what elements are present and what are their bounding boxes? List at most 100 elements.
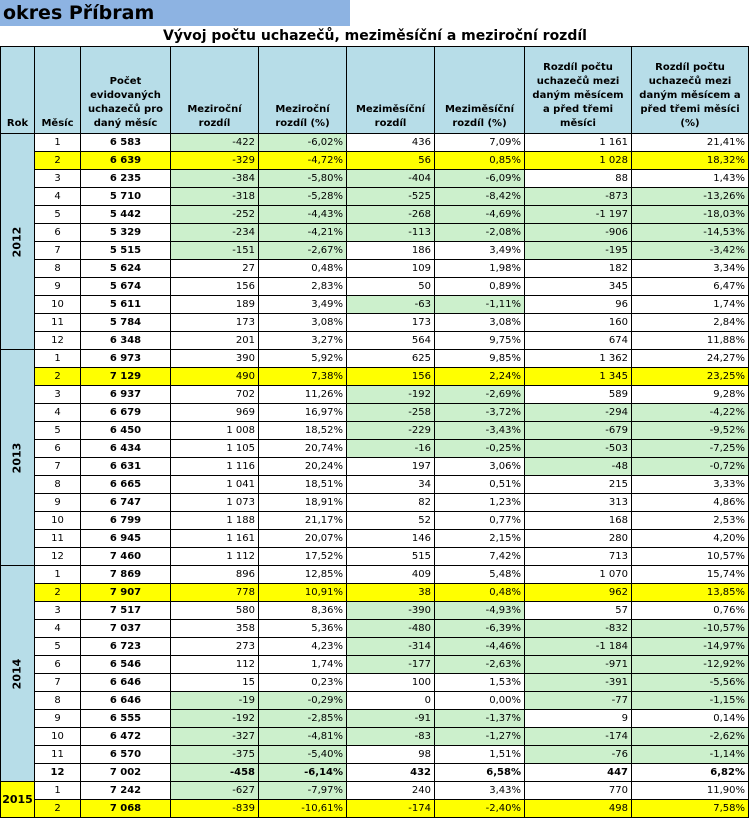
cell-diff3-pct: -1,15% [631, 691, 749, 710]
cell-mom: -63 [346, 295, 435, 314]
cell-diff3-pct: -14,97% [631, 637, 749, 656]
cell-count: 6 583 [80, 133, 171, 152]
cell-mom: 56 [346, 151, 435, 170]
table-row: 11 6 945 1 161 20,07% 146 2,15% 280 4,20% [1, 529, 749, 548]
cell-count: 7 460 [80, 547, 171, 566]
table-row: 2014 1 7 869 896 12,85% 409 5,48% 1 070 15,74% [0, 565, 749, 782]
cell-month: 7 [34, 241, 81, 260]
cell-month: 3 [34, 169, 81, 188]
cell-diff3: 1 070 [524, 565, 632, 584]
cell-yoy-pct: -4,43% [258, 205, 347, 224]
cell-count: 6 639 [80, 151, 171, 170]
cell-count: 7 002 [80, 763, 171, 782]
cell-mom-pct: 3,43% [434, 781, 525, 800]
cell-yoy-pct: -10,61% [258, 799, 347, 818]
cell-mom-pct: 0,48% [434, 583, 525, 602]
cell-diff3-pct: -7,25% [631, 439, 749, 458]
cell-yoy: -329 [170, 151, 259, 170]
year-cell: 2013 [0, 349, 35, 566]
cell-yoy-pct: -5,28% [258, 187, 347, 206]
cell-yoy: 189 [170, 295, 259, 314]
cell-yoy: 490 [170, 367, 259, 386]
cell-count: 7 129 [80, 367, 171, 386]
cell-count: 7 068 [80, 799, 171, 818]
cell-month: 12 [34, 763, 81, 782]
cell-mom: 240 [346, 781, 435, 800]
cell-yoy-pct: -4,81% [258, 727, 347, 746]
cell-diff3: 770 [524, 781, 632, 800]
cell-diff3-pct: 13,85% [631, 583, 749, 602]
cell-month: 1 [34, 133, 81, 152]
cell-yoy-pct: 16,97% [258, 403, 347, 422]
cell-diff3-pct: 7,58% [631, 799, 749, 818]
cell-mom-pct: 1,23% [434, 493, 525, 512]
cell-mom-pct: -2,08% [434, 223, 525, 242]
year-label: 2013 [10, 442, 24, 473]
cell-mom: -268 [346, 205, 435, 224]
cell-count: 6 450 [80, 421, 171, 440]
year-label: 2012 [10, 226, 24, 257]
cell-mom-pct: -1,11% [434, 295, 525, 314]
cell-count: 6 555 [80, 709, 171, 728]
cell-count: 5 611 [80, 295, 171, 314]
cell-count: 7 242 [80, 781, 171, 800]
cell-mom-pct: -6,09% [434, 169, 525, 188]
cell-month: 5 [34, 205, 81, 224]
cell-diff3-pct: 0,14% [631, 709, 749, 728]
cell-diff3: 674 [524, 331, 632, 350]
cell-diff3-pct: 4,86% [631, 493, 749, 512]
cell-month: 2 [34, 583, 81, 602]
cell-mom-pct: -3,72% [434, 403, 525, 422]
cell-yoy-pct: 20,07% [258, 529, 347, 548]
header-mezirocni: Meziroční rozdíl [170, 46, 259, 134]
header-mezimesicni-pct: Meziměsíční rozdíl (%) [434, 46, 525, 134]
cell-diff3: -906 [524, 223, 632, 242]
cell-diff3: -832 [524, 619, 632, 638]
cell-month: 9 [34, 277, 81, 296]
cell-mom: -177 [346, 655, 435, 674]
cell-mom-pct: -3,43% [434, 421, 525, 440]
cell-month: 4 [34, 187, 81, 206]
cell-count: 6 570 [80, 745, 171, 764]
cell-yoy-pct: 0,48% [258, 259, 347, 278]
cell-count: 6 546 [80, 655, 171, 674]
cell-yoy: -458 [170, 763, 259, 782]
cell-diff3-pct: -4,22% [631, 403, 749, 422]
cell-yoy-pct: 10,91% [258, 583, 347, 602]
cell-mom: -258 [346, 403, 435, 422]
cell-month: 10 [34, 727, 81, 746]
cell-yoy: -252 [170, 205, 259, 224]
cell-yoy: -327 [170, 727, 259, 746]
cell-month: 1 [34, 565, 81, 584]
cell-month: 6 [34, 439, 81, 458]
cell-diff3: -971 [524, 655, 632, 674]
cell-count: 6 646 [80, 673, 171, 692]
table-row: 2015 1 7 242 -627 -7,97% 240 3,43% 770 11,90% [0, 781, 749, 818]
cell-mom-pct: -4,93% [434, 601, 525, 620]
cell-yoy-pct: 20,24% [258, 457, 347, 476]
cell-yoy-pct: 5,92% [258, 349, 347, 368]
cell-yoy: 1 041 [170, 475, 259, 494]
cell-mom: 186 [346, 241, 435, 260]
cell-diff3-pct: 6,82% [631, 763, 749, 782]
cell-yoy-pct: -5,40% [258, 745, 347, 764]
cell-diff3-pct: -13,26% [631, 187, 749, 206]
cell-count: 6 799 [80, 511, 171, 530]
cell-month: 5 [34, 637, 81, 656]
cell-yoy: 702 [170, 385, 259, 404]
cell-count: 6 631 [80, 457, 171, 476]
cell-count: 5 784 [80, 313, 171, 332]
cell-diff3-pct: 3,34% [631, 259, 749, 278]
header-pocet: Počet evidovaných uchazečů pro daný měsí… [80, 46, 171, 134]
table-row: 12 6 348 201 3,27% 564 9,75% 674 11,88% [1, 331, 749, 350]
cell-mom-pct: -1,37% [434, 709, 525, 728]
cell-yoy-pct: 11,26% [258, 385, 347, 404]
cell-mom: 409 [346, 565, 435, 584]
cell-yoy: 15 [170, 673, 259, 692]
